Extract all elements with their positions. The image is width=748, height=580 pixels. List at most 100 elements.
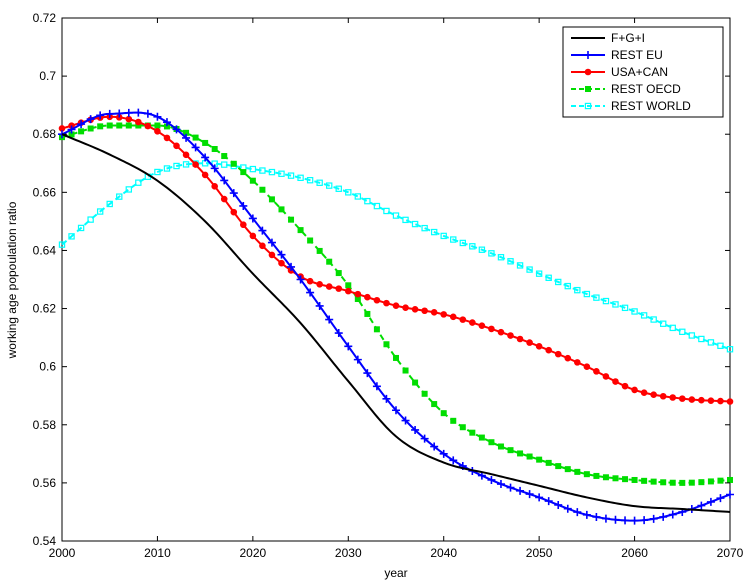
data-point [326,182,333,189]
data-point [383,207,390,215]
data-point [516,486,525,495]
data-point [650,478,657,485]
data-point [268,168,276,176]
data-point [163,134,171,142]
data-point [68,233,75,240]
data-point [344,287,352,295]
data-point [526,339,533,346]
data-point [316,247,323,254]
data-point [469,243,476,250]
data-point [268,196,275,203]
data-point [354,290,362,298]
data-point [564,466,571,473]
data-point [87,216,94,223]
data-point [450,417,457,424]
data-point [430,442,439,451]
data-point [277,250,286,259]
y-tick-label: 0.56 [33,476,57,490]
data-point [316,179,323,186]
x-tick-label: 2030 [335,546,362,560]
data-point [583,290,591,298]
y-tick-label: 0.58 [33,418,57,432]
data-point [497,254,505,261]
data-point [249,177,256,184]
data-point [135,179,142,186]
y-tick-label: 0.68 [33,127,57,141]
data-point [335,285,343,292]
data-point [450,236,457,243]
data-point [640,312,648,319]
data-point [116,193,123,200]
data-point [526,453,533,460]
data-point [516,335,524,343]
data-point [135,118,142,126]
data-point [401,416,410,425]
data-point [345,282,352,289]
data-point [278,170,285,177]
data-point [698,396,705,404]
data-point [421,224,428,232]
data-point [431,401,438,408]
data-point [630,516,639,525]
data-point [258,226,267,235]
data-point [268,251,276,259]
data-point [641,477,648,484]
data-point [487,475,496,484]
data-point [574,286,581,294]
data-point [402,304,409,311]
data-point [440,232,447,240]
data-point [650,391,657,399]
data-point [439,449,448,458]
data-point [296,275,305,284]
data-point [621,304,629,312]
y-tick-label: 0.66 [33,185,57,199]
data-point [706,497,715,506]
data-point [173,162,180,170]
data-point [574,359,581,366]
data-point [707,339,715,346]
data-point [698,335,705,343]
data-point [612,378,619,385]
data-point [373,296,381,304]
data-point [707,397,715,404]
data-point [659,392,667,400]
data-point [201,171,209,179]
data-point [287,172,295,179]
data-point [143,109,152,118]
data-point [153,112,162,121]
data-point [583,363,591,370]
data-point [449,456,458,465]
data-point [230,160,237,167]
data-point [631,386,638,394]
data-point [593,368,600,375]
data-point [688,479,695,486]
data-point [316,280,323,288]
data-point [162,118,171,127]
data-point [364,197,371,205]
data-point [402,367,409,374]
data-point [154,128,161,135]
data-point [192,161,199,168]
data-point [593,294,600,301]
y-tick-label: 0.7 [39,69,56,83]
data-point [373,202,381,210]
data-point [345,189,352,196]
data-point [86,115,95,124]
data-point [297,227,304,234]
data-point [173,142,180,150]
data-point [669,479,676,486]
data-point [383,299,390,307]
data-point [97,123,104,130]
y-tick-label: 0.54 [33,534,57,548]
data-point [488,250,495,257]
data-point [545,346,552,354]
data-point [421,390,428,397]
data-point [659,320,667,327]
data-point [440,410,447,417]
data-point [230,208,238,216]
data-point [421,307,428,315]
data-point [707,478,714,485]
x-tick-label: 2050 [526,546,553,560]
data-point [573,508,582,517]
data-point [372,382,381,391]
